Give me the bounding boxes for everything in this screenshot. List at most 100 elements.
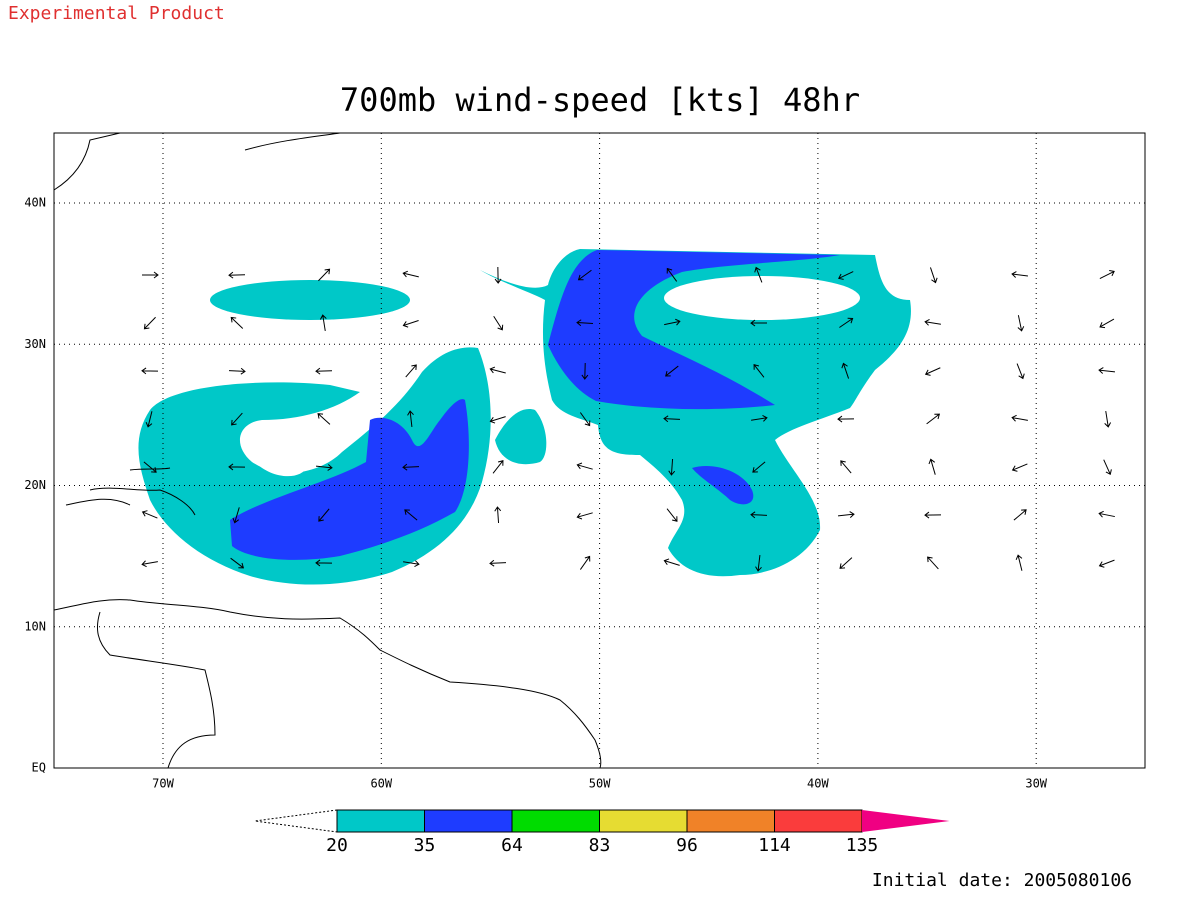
header-label: Experimental Product [8, 3, 225, 24]
wind-arrow [928, 458, 936, 475]
wind-arrow [1099, 318, 1115, 329]
colorbar-label: 114 [758, 835, 791, 856]
wind-arrow [315, 464, 333, 471]
wind-arrow [576, 512, 593, 520]
wind-arrow [318, 268, 331, 282]
wind-arrow [839, 317, 854, 328]
wind-arrow [141, 560, 158, 568]
wind-arrow [402, 320, 419, 328]
colorbar-swatch [686, 809, 775, 833]
wind-arrows [141, 266, 1116, 572]
wind-arrow [1104, 411, 1112, 428]
map-frame [53, 132, 1146, 769]
wind-arrow [926, 413, 941, 425]
wind-arrow [754, 266, 763, 283]
wind-arrow [1098, 510, 1115, 518]
contour [230, 399, 469, 560]
wind-arrow [228, 271, 246, 279]
wind-arrow [489, 559, 507, 567]
wind-arrow [663, 415, 681, 423]
wind-arrow [231, 412, 243, 426]
wind-arrow [492, 460, 504, 474]
wind-arrow [668, 458, 676, 476]
wind-arrow [230, 557, 245, 569]
wind-arrow [405, 364, 417, 378]
wind-arrow [837, 511, 855, 518]
colorbar-under [254, 809, 338, 833]
contour [495, 409, 547, 465]
colorbar-over [862, 810, 950, 832]
wind-arrow [581, 362, 589, 380]
wind-arrow [664, 318, 681, 326]
lat-label: EQ [32, 761, 46, 775]
wind-arrow [837, 415, 855, 423]
wind-arrow [228, 463, 246, 471]
wind-arrow [315, 559, 333, 567]
wind-arrow [752, 461, 766, 473]
colorbar-label: 83 [589, 835, 611, 856]
wind-arrow [407, 410, 414, 428]
wind-arrow [579, 555, 591, 570]
wind-arrow [494, 266, 502, 284]
wind-arrow [319, 314, 327, 331]
wind-arrow [1098, 367, 1116, 374]
coastline [53, 132, 341, 191]
colorbar-label: 64 [501, 835, 523, 856]
wind-arrow [924, 367, 941, 376]
wind-arrow [489, 366, 506, 374]
colorbar-label: 35 [414, 835, 436, 856]
wind-arrow [750, 511, 768, 519]
lon-label: 30W [1025, 777, 1047, 791]
wind-arrow [1099, 270, 1115, 280]
wind-arrow [1011, 271, 1029, 278]
colorbar-swatch [599, 809, 688, 833]
wind-arrow [755, 554, 762, 572]
coastline [53, 599, 602, 769]
lon-label: 60W [370, 777, 392, 791]
lon-label: 70W [152, 777, 174, 791]
wind-arrow [404, 509, 418, 521]
wind-arrow [403, 560, 420, 568]
colorbar: 20 35 64 83 96 114 135 [254, 809, 950, 856]
wind-arrow [141, 510, 158, 519]
wind-field [138, 249, 911, 585]
wind-arrow [402, 270, 419, 278]
wind-arrow [840, 460, 852, 474]
wind-arrow [489, 416, 506, 424]
colorbar-swatch [336, 809, 425, 833]
wind-arrow [494, 506, 502, 524]
colorbar-swatch [511, 809, 600, 833]
wind-arrow [143, 461, 157, 473]
wind-arrow [750, 319, 768, 327]
wind-arrow [402, 463, 420, 471]
wind-arrow [666, 508, 678, 522]
wind-arrow [493, 315, 504, 331]
wind-arrow [841, 362, 850, 379]
wind-arrow [228, 367, 246, 375]
contour-gap [664, 276, 860, 320]
wind-arrow [142, 271, 159, 279]
map-title: 700mb wind-speed [kts] 48hr [340, 81, 860, 119]
wind-arrow [929, 267, 938, 284]
wind-arrow [1015, 554, 1023, 571]
contour [692, 466, 754, 505]
wind-arrow [839, 557, 853, 569]
lon-label: 50W [589, 777, 611, 791]
contour-gap [250, 426, 309, 477]
wind-arrow [576, 319, 594, 327]
wind-arrow [230, 316, 244, 329]
wind-arrow [1098, 559, 1115, 568]
wind-arrow [318, 508, 330, 522]
colorbar-label: 135 [846, 835, 879, 856]
wind-arrow [1011, 463, 1028, 472]
wind-arrow [577, 269, 592, 281]
wind-arrow [927, 556, 939, 570]
grid: 40N 30N 20N 10N EQ 70W 60W 50W 40W 30W [24, 133, 1145, 791]
wind-arrow [838, 271, 854, 280]
wind-arrow [751, 414, 768, 422]
wind-arrow [924, 511, 942, 519]
wind-arrow [1011, 414, 1028, 422]
wind-arrow [143, 316, 156, 330]
colorbar-label: 20 [326, 835, 348, 856]
